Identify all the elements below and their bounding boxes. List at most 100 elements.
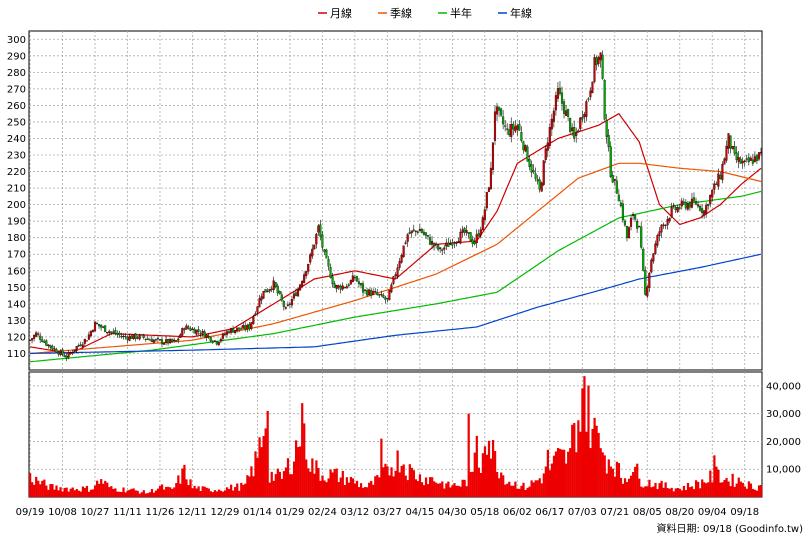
- volume-bar: [725, 477, 728, 497]
- candle-body: [232, 328, 235, 333]
- volume-bar: [33, 484, 36, 497]
- volume-bar: [106, 482, 109, 497]
- candle-body: [240, 328, 243, 330]
- candle-body: [672, 205, 675, 207]
- price-grid: [28, 30, 763, 371]
- candle-body: [613, 178, 616, 181]
- candle-body: [666, 219, 669, 226]
- volume-bar: [327, 478, 330, 497]
- candle-body: [705, 205, 708, 214]
- candle-body: [71, 351, 74, 354]
- ma-line: [29, 190, 762, 363]
- candle-body: [106, 332, 109, 334]
- volume-bar: [498, 478, 501, 497]
- candle-body: [329, 267, 332, 279]
- candle-body: [433, 242, 436, 246]
- candle-body: [668, 217, 671, 222]
- volume-bar: [611, 468, 614, 497]
- candle-body: [532, 170, 535, 173]
- price-tick-label: 260: [7, 101, 26, 112]
- candle-body: [69, 352, 72, 354]
- volume-bar: [703, 482, 706, 497]
- candle-body: [193, 328, 196, 334]
- volume-bar: [89, 489, 93, 497]
- candle-body: [601, 54, 604, 79]
- volume-bar: [183, 464, 186, 497]
- candle-body: [315, 233, 318, 245]
- candle-body: [506, 128, 509, 130]
- candle-body: [500, 108, 503, 116]
- volume-bar: [175, 483, 178, 497]
- candle-body: [540, 182, 543, 192]
- volume-bar: [167, 486, 170, 497]
- candle-body: [357, 281, 361, 285]
- volume-bar: [303, 423, 306, 497]
- volume-bar: [469, 471, 472, 497]
- candle-body: [290, 299, 293, 306]
- volume-bar: [311, 458, 314, 497]
- volume-bar: [91, 489, 95, 497]
- volume-bar: [717, 469, 720, 497]
- volume-bar: [331, 472, 334, 497]
- candle-body: [284, 307, 287, 309]
- date-tick-label: 12/11: [178, 507, 207, 518]
- volume-bar: [577, 420, 580, 497]
- volume-bar: [301, 403, 304, 497]
- candle-body: [579, 117, 582, 129]
- volume-bar: [112, 488, 115, 497]
- volume-bar: [309, 471, 312, 497]
- candle-body: [400, 255, 403, 263]
- ma-line: [29, 162, 762, 355]
- volume-bar: [272, 480, 275, 497]
- candle-body: [144, 338, 147, 340]
- price-tick-label: 240: [7, 134, 26, 145]
- volume-bar: [627, 478, 631, 497]
- volume-bar: [408, 464, 411, 497]
- volume-bar: [205, 487, 208, 497]
- volume-bar: [753, 489, 757, 497]
- candle-body: [481, 217, 484, 231]
- volume-bar: [140, 492, 143, 497]
- candle-body: [264, 289, 267, 293]
- volume-bar: [467, 413, 470, 497]
- candle-body: [288, 303, 291, 305]
- volume-bar: [260, 447, 263, 497]
- volume-bar: [522, 482, 525, 497]
- candle-body: [664, 224, 667, 227]
- candle-body: [607, 135, 610, 147]
- candle-body: [493, 111, 497, 141]
- volume-bar: [429, 477, 432, 497]
- volume-bar: [325, 482, 328, 497]
- volume-bar: [581, 388, 584, 497]
- candle-body: [114, 330, 117, 335]
- candle-body: [65, 355, 68, 359]
- candle-body: [311, 248, 314, 257]
- candle-body: [617, 194, 620, 202]
- volume-bar: [554, 451, 558, 497]
- volume-bar: [422, 485, 426, 497]
- candle-body: [98, 324, 101, 327]
- candle-body: [41, 339, 44, 342]
- volume-bar: [177, 475, 180, 497]
- price-tick-label: 190: [7, 217, 26, 228]
- volume-bar: [542, 473, 545, 497]
- candle-body: [611, 175, 614, 183]
- volume-bar: [451, 485, 454, 497]
- volume-bar: [158, 485, 162, 497]
- candle-body: [439, 247, 442, 250]
- candle-body: [528, 159, 531, 167]
- volume-bar: [727, 481, 730, 497]
- candle-body: [165, 339, 168, 343]
- candle-body: [138, 334, 141, 340]
- volume-bar: [357, 487, 361, 497]
- candle-body: [223, 334, 226, 336]
- volume-bar: [579, 431, 582, 497]
- candle-body: [757, 152, 761, 160]
- candle-body: [378, 294, 381, 296]
- price-tick-label: 130: [7, 316, 26, 327]
- volume-bar: [719, 482, 722, 497]
- candle-body: [642, 249, 645, 271]
- price-tick-label: 290: [7, 51, 26, 62]
- candle-body: [508, 129, 511, 136]
- volume-bar: [424, 477, 428, 497]
